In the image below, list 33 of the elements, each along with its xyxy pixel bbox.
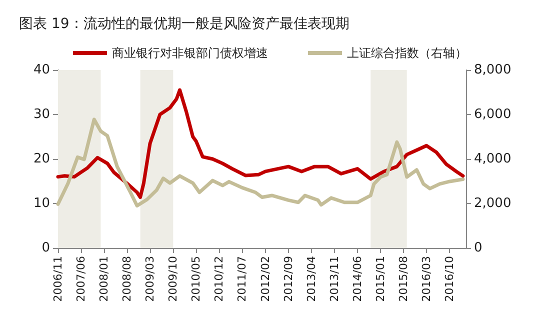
line-series: [56, 88, 465, 200]
x-tick-label: 2015/08: [396, 256, 410, 302]
x-tick-label: 2013/04: [304, 256, 318, 302]
y2-tick-label: 8,000: [474, 62, 512, 78]
x-tick-label: 2010/12: [212, 256, 226, 302]
y-tick-label: 0: [42, 240, 50, 256]
y2-tick-label: 4,000: [474, 152, 512, 166]
y-tick-label: 30: [33, 107, 50, 122]
x-tick-label: 2015/01: [374, 256, 388, 302]
y2-tick-label: 6,000: [474, 107, 512, 122]
x-tick-label: 2007/06: [74, 256, 88, 302]
x-tick-label: 2013/11: [328, 256, 342, 302]
x-tick-label: 2006/11: [52, 256, 64, 302]
x-tick-label: 2010/05: [190, 256, 203, 302]
x-tick-label: 2014/06: [350, 256, 364, 302]
y-tick-label: 20: [33, 152, 50, 166]
x-tick-label: 2016/03: [420, 256, 434, 302]
legend-label: 商业银行对非银部门债权增速: [112, 46, 268, 60]
x-tick-label: 2012/09: [282, 256, 295, 302]
y-tick-label: 10: [33, 196, 50, 211]
y2-tick-label: 2,000: [474, 196, 512, 211]
x-tick-label: 2008/01: [98, 256, 111, 302]
line-series: [56, 118, 465, 208]
x-tick-label: 2016/10: [443, 256, 456, 302]
x-tick-label: 2011/07: [236, 256, 249, 302]
y2-tick-label: 0: [474, 240, 482, 256]
y-tick-label: 40: [33, 62, 50, 78]
chart-title: 图表 19：流动性的最优期一般是风险资产最佳表现期: [19, 16, 350, 32]
x-tick-label: 2009/03: [144, 256, 157, 302]
legend-label: 上证综合指数（右轴）: [347, 46, 467, 60]
x-tick-label: 2009/10: [166, 256, 180, 302]
x-tick-label: 2008/08: [120, 256, 134, 302]
x-tick-label: 2012/02: [258, 256, 272, 302]
